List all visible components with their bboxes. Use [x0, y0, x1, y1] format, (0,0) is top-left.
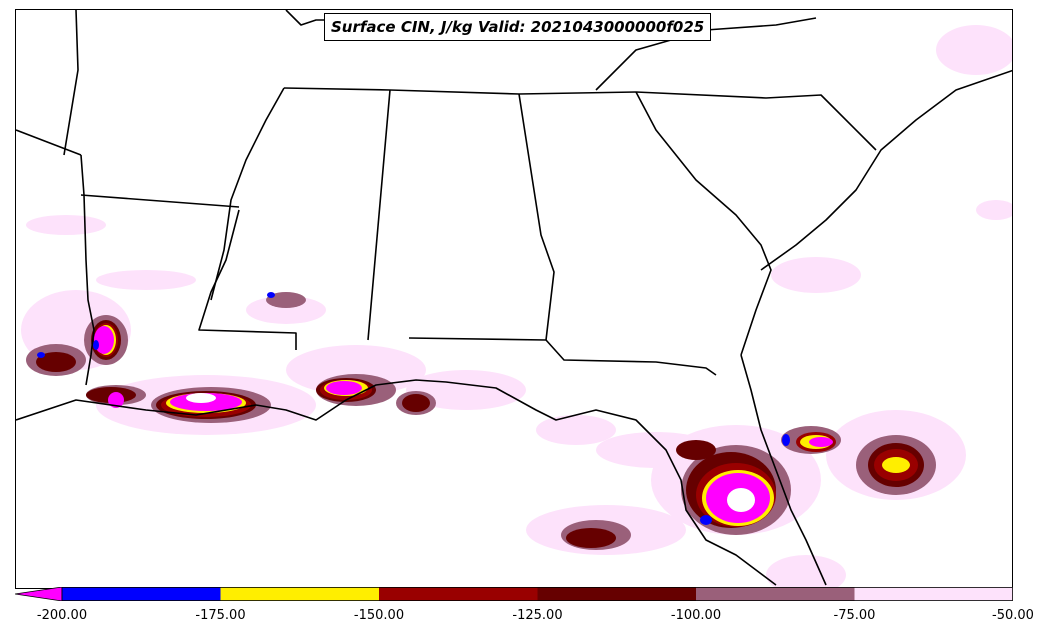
colorbar-segment [854, 587, 1013, 601]
colorbar-tick-label: -75.00 [833, 608, 876, 623]
colorbar [15, 587, 1013, 601]
map-panel [15, 9, 1013, 589]
colorbar-tick-label: -200.00 [36, 608, 88, 623]
colorbar-border [61, 587, 1013, 601]
colorbar-tick-label: -125.00 [512, 608, 563, 623]
state-boundaries [16, 10, 1012, 586]
cin-shading-blue [37, 292, 790, 525]
colorbar-segment [537, 587, 696, 601]
colorbar-tick-label: -50.00 [992, 608, 1034, 623]
colorbar-segment [696, 587, 855, 601]
colorbar-tick-label: -150.00 [353, 608, 405, 623]
cin-holes [186, 393, 755, 512]
colorbar-tick-label: -100.00 [670, 608, 722, 623]
map-title: Surface CIN, J/kg Valid: 2021043000000f0… [324, 13, 712, 41]
colorbar-extend-arrow [15, 587, 63, 601]
colorbar-tick-label: -175.00 [195, 608, 246, 623]
cin-map [16, 10, 1012, 588]
colorbar-segment [220, 587, 379, 601]
colorbar-segment [62, 587, 221, 601]
colorbar-segment [379, 587, 538, 601]
cin-shading-light [21, 25, 1012, 588]
